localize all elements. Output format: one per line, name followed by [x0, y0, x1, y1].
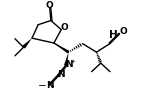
- Text: H: H: [109, 30, 118, 40]
- Polygon shape: [22, 38, 32, 49]
- Text: −: −: [38, 81, 47, 91]
- Text: N: N: [46, 81, 53, 90]
- Text: N: N: [57, 70, 65, 79]
- Text: N: N: [65, 60, 73, 69]
- Polygon shape: [54, 43, 69, 53]
- Text: O: O: [46, 1, 54, 10]
- Text: +: +: [70, 59, 76, 64]
- Polygon shape: [64, 52, 69, 66]
- Text: O: O: [120, 27, 127, 36]
- Text: O: O: [61, 23, 69, 32]
